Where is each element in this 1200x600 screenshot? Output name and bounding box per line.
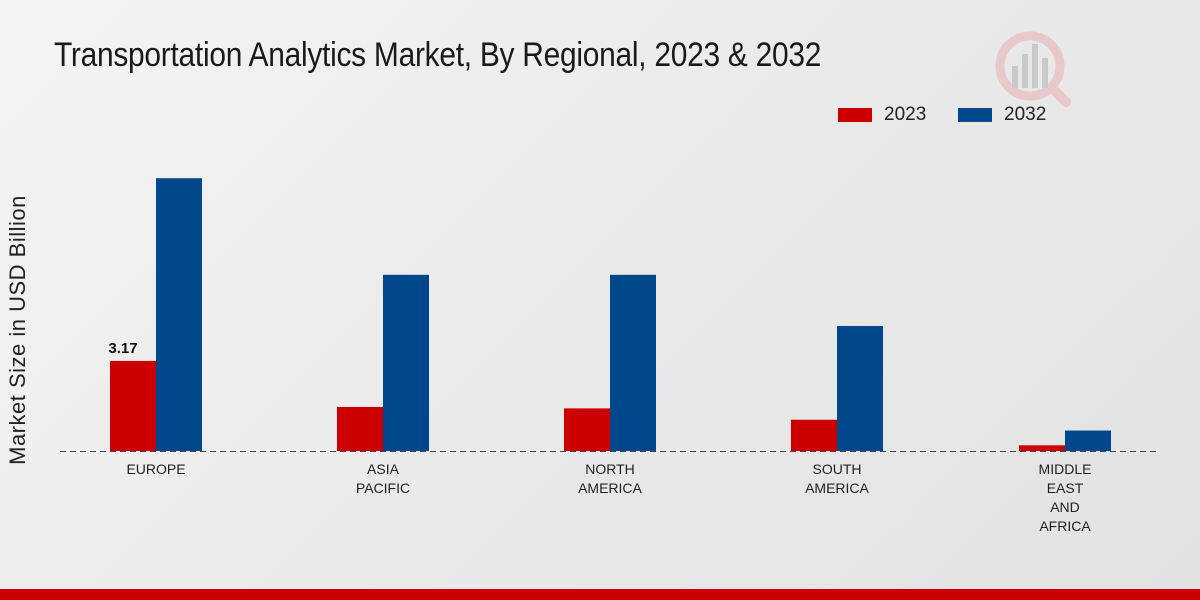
bar-2032-middle-east-and-africa[interactable] [1065, 430, 1111, 451]
bar-2023-south-america[interactable] [791, 419, 837, 451]
footer-accent-bar [0, 589, 1200, 600]
legend-swatch-2032 [958, 108, 992, 122]
x-tick-label: EUROPE [126, 461, 185, 477]
x-tick-label: NORTH AMERICA [578, 461, 642, 496]
legend-label-2023: 2023 [884, 104, 927, 125]
data-label: 3.17 [108, 340, 137, 357]
x-tick-label: SOUTH AMERICA [805, 461, 869, 496]
legend-swatch-2023 [838, 108, 872, 122]
bar-2032-north-america[interactable] [610, 274, 656, 451]
bar-2023-europe[interactable] [110, 360, 156, 451]
x-tick-label: ASIA PACIFIC [356, 461, 410, 496]
chart-title: Transportation Analytics Market, By Regi… [54, 36, 822, 74]
legend-item-2023[interactable]: 2023 [838, 104, 926, 126]
legend-item-2032[interactable]: 2032 [958, 104, 1046, 126]
bar-2032-south-america[interactable] [837, 325, 883, 451]
bar-2032-asia-pacific[interactable] [383, 274, 429, 451]
x-tick-label: MIDDLE EAST AND AFRICA [1039, 461, 1092, 534]
bar-2023-asia-pacific[interactable] [337, 406, 383, 451]
bar-2023-north-america[interactable] [564, 408, 610, 451]
legend-label-2032: 2032 [1004, 104, 1047, 125]
bar-2023-middle-east-and-africa[interactable] [1019, 445, 1065, 451]
logo-watermark-icon [995, 31, 1071, 107]
bar-2032-europe[interactable] [156, 178, 202, 451]
